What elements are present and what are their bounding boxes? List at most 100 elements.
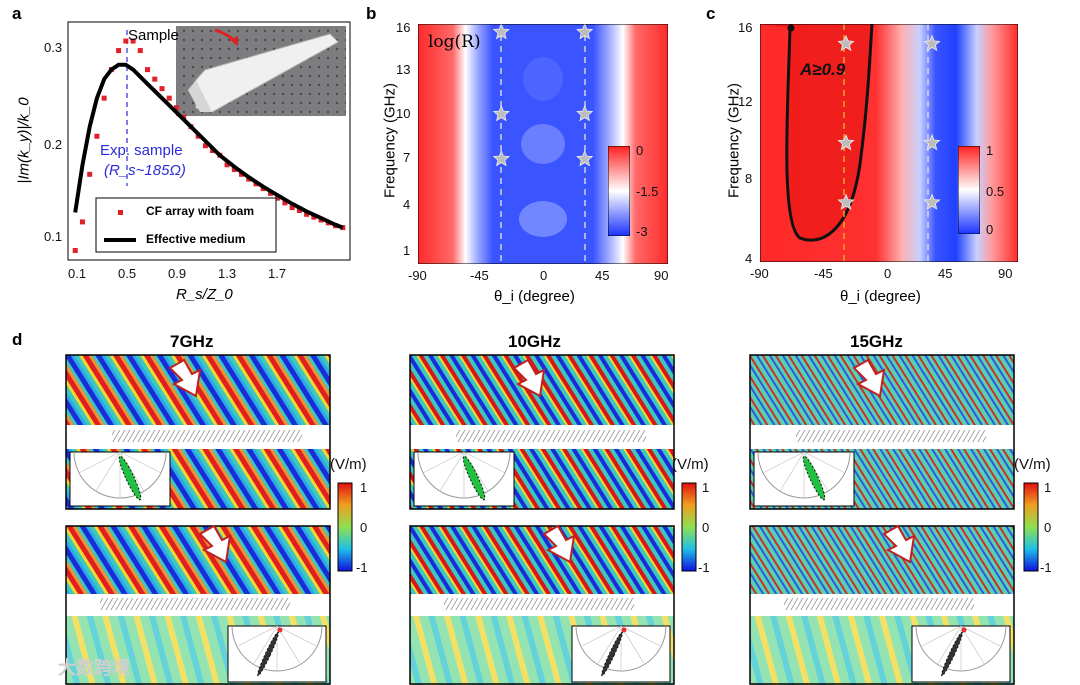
c-ytick: 12 [738,94,753,109]
b-cb-bot: -3 [636,224,648,239]
star-marker [923,34,941,52]
c-ytick: 8 [745,171,753,186]
scatter-point [202,143,208,149]
field-colorbar [681,482,697,572]
star-marker [492,24,510,40]
b-colorbar [608,146,630,236]
radiation-lobe [462,455,486,501]
b-xtick: 0 [540,268,548,283]
b-ytick: 10 [396,106,411,121]
c-xtick: -90 [750,266,769,281]
scatter-point [224,162,230,168]
freq-title-7: 7GHz [170,332,214,351]
scatter-point [152,76,158,82]
b-xtick: -90 [408,268,427,283]
star-marker [576,149,594,167]
b-ylabel: Frequency (GHz) [381,82,399,199]
d1-cb-top: 1 [360,480,368,495]
b-ytick: 13 [396,62,411,77]
star-marker [923,193,941,210]
scatter-point [231,167,237,173]
b-ytick: 16 [396,20,411,35]
scatter-point [275,195,281,201]
d2-cb-top: 1 [702,480,710,495]
a-xlabel: R_s/Z_0 [176,286,233,303]
d-unit-1: (V/m) [330,456,367,473]
legend-item-effective: Effective medium [146,232,246,246]
c-ytick: 4 [745,251,753,266]
b-cb-top: 0 [636,143,644,158]
scatter-point [116,48,122,54]
radiation-lobe [118,455,142,501]
d-unit-2: (V/m) [672,456,709,473]
c-cb-mid: 0.5 [986,184,1005,199]
c-colorbar [958,146,980,234]
annotation-line1: Exp. sample [100,142,183,159]
scatter-point [267,190,273,196]
d-unit-3: (V/m) [1014,456,1051,473]
panel-c-letter: c [706,4,716,23]
d2-cb-bot: -1 [698,560,710,575]
star-marker [837,193,855,210]
b-xlabel: θ_i (degree) [494,288,575,305]
b-xtick: 45 [595,268,610,283]
c-xtick: 0 [884,266,892,281]
scatter-point [282,200,288,206]
a-xtick: 0.9 [168,266,187,281]
b-ytick: 7 [403,150,411,165]
freq-title-10: 10GHz [508,332,561,351]
field-colorbar [337,482,353,572]
star-marker [837,133,855,151]
c-xtick: 45 [938,266,953,281]
star-marker [492,104,510,122]
scatter-point [137,48,143,54]
b-map-label: log(R) [428,32,481,52]
star-marker [576,24,594,40]
c-ylabel: Frequency (GHz) [725,82,743,199]
incidence-arrow [198,524,232,564]
star-marker [923,133,941,151]
a-xtick: 1.3 [218,266,237,281]
c-cb-top: 1 [986,143,994,158]
a-xtick: 1.7 [268,266,287,281]
d3-cb-top: 1 [1044,480,1052,495]
scatter-point [159,86,165,92]
a-ytick: 0.3 [44,40,63,55]
panel-a-letter: a [12,4,22,23]
scatter-point [94,133,100,139]
c-xlabel: θ_i (degree) [840,288,921,305]
legend-item-cf: CF array with foam [146,204,255,218]
d3-cb-mid: 0 [1044,520,1052,535]
c-xtick: 90 [998,266,1013,281]
c-xtick: -45 [814,266,833,281]
annotation-line2: (R_s~185Ω) [104,162,186,179]
sample-photo [176,26,346,116]
scatter-point [311,214,317,220]
scatter-point [289,205,295,211]
freq-title-15: 15GHz [850,332,903,351]
d1-cb-mid: 0 [360,520,368,535]
effective-medium-line [73,62,344,230]
a-xtick: 0.1 [68,266,87,281]
star-marker [837,34,855,52]
a-ytick: 0.2 [44,137,63,152]
incidence-arrow [512,358,546,398]
b-ytick: 1 [403,243,411,258]
panel-a-chart [67,21,351,261]
incidence-arrow [882,524,916,564]
scatter-point [79,219,85,225]
field-colorbar [1023,482,1039,572]
star-marker [492,149,510,167]
d2-cb-mid: 0 [702,520,710,535]
panel-d-letter: d [12,330,23,349]
panel-b-letter: b [366,4,377,23]
panel-d-fields [65,354,1039,685]
d1-cb-bot: -1 [356,560,368,575]
b-cb-mid: -1.5 [636,184,659,199]
scatter-point [145,67,151,73]
c-ytick: 16 [738,20,753,35]
d3-cb-bot: -1 [1040,560,1052,575]
scatter-point [304,211,310,217]
radiation-lobe [802,455,826,501]
c-cb-bot: 0 [986,222,994,237]
